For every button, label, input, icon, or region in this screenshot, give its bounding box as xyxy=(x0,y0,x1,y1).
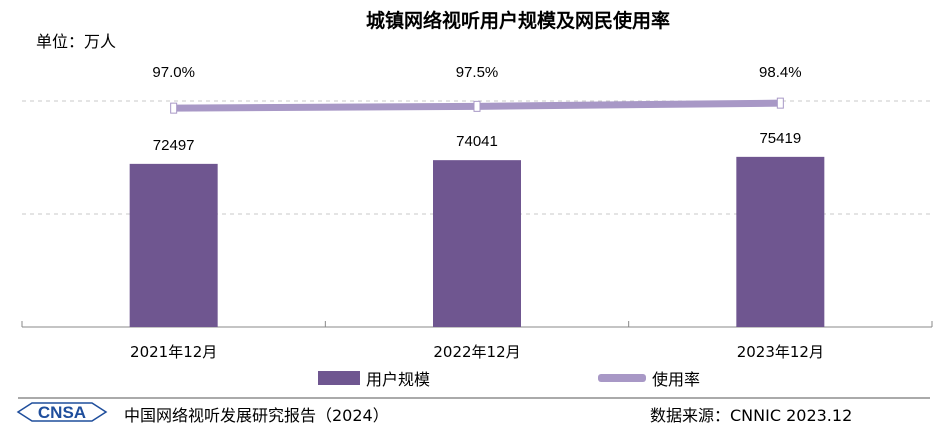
bar xyxy=(129,163,218,327)
data-source: 数据来源：CNNIC 2023.12 xyxy=(650,406,853,425)
legend-swatch-line xyxy=(598,374,646,382)
chart-title: 城镇网络视听用户规模及网民使用率 xyxy=(365,10,670,32)
rate-value-label: 98.4% xyxy=(759,64,802,81)
rate-value-label: 97.0% xyxy=(152,64,195,81)
x-tick-label: 2021年12月 xyxy=(130,343,217,361)
legend-swatch-bar xyxy=(318,371,360,385)
bar-value-label: 72497 xyxy=(153,137,195,154)
report-title: 中国网络视听发展研究报告（2024） xyxy=(124,406,389,425)
legend-item-bar: 用户规模 xyxy=(318,366,430,390)
x-tick-label: 2023年12月 xyxy=(737,343,824,361)
cnsa-logo: CNSA xyxy=(16,402,108,422)
rate-marker xyxy=(473,100,481,112)
unit-label: 单位：万人 xyxy=(36,32,117,51)
bar xyxy=(433,160,521,327)
rate-marker xyxy=(776,97,784,109)
x-tick-label: 2022年12月 xyxy=(433,343,520,361)
svg-text:CNSA: CNSA xyxy=(38,403,86,422)
rate-marker xyxy=(170,102,178,114)
rate-value-label: 97.5% xyxy=(456,64,499,81)
legend-label: 用户规模 xyxy=(366,370,431,389)
footer-divider xyxy=(18,397,930,399)
legend-item-line: 使用率 xyxy=(598,366,700,390)
legend-label: 使用率 xyxy=(652,370,701,389)
bar xyxy=(736,156,825,327)
bar-value-label: 75419 xyxy=(759,130,801,147)
bar-value-label: 74041 xyxy=(456,133,498,150)
